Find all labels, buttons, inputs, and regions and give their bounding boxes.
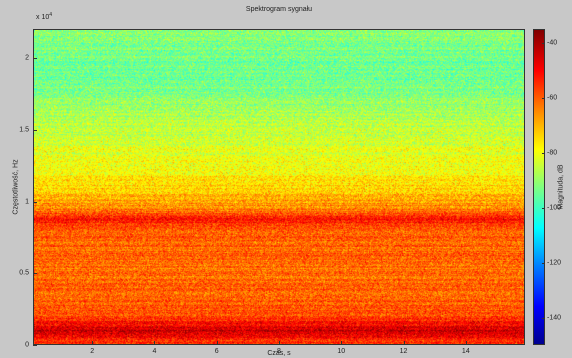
x-tick-label: 10 (337, 348, 346, 355)
colorbar-tick-label: -140 (547, 314, 562, 322)
x-tick-label: 14 (461, 348, 470, 355)
y-tick-label: 0 (25, 341, 29, 349)
chart-title: Spektrogram sygnału (245, 6, 313, 13)
y-tick-label: 1 (25, 198, 29, 206)
y-tick-label: 1.5 (19, 126, 29, 134)
colorbar-label: Magnituda, dB (557, 164, 565, 210)
y-axis-label: Częstotliwość, Hz (12, 159, 20, 215)
colorbar-tick-mark (542, 207, 545, 209)
x-axis-label: Czas, s (267, 350, 291, 357)
colorbar-tick-label: -80 (547, 149, 558, 157)
y-tick-mark (33, 130, 37, 132)
y-tick-mark (33, 273, 37, 275)
x-tick-mark (341, 341, 343, 345)
x-tick-label: 8 (277, 348, 281, 355)
y-tick-mark (33, 58, 37, 60)
x-tick-mark (279, 341, 280, 345)
x-tick-mark (216, 341, 218, 345)
colorbar-tick-mark (542, 262, 545, 264)
y-tick-label: 2 (25, 54, 29, 62)
y-tick-mark (33, 345, 37, 346)
colorbar-tick-label: -40 (547, 39, 558, 47)
spectrogram-heatmap (34, 30, 524, 344)
x-tick-label: 6 (214, 348, 219, 355)
colorbar-tick-mark (542, 317, 545, 319)
x-tick-mark (92, 341, 94, 345)
x-tick-mark (154, 341, 156, 345)
colorbar-tick-mark (542, 42, 545, 44)
y-tick-mark (33, 201, 37, 203)
x-tick-label: 2 (90, 348, 95, 355)
colorbar-tick-mark (542, 97, 545, 99)
colorbar-tick-label: -60 (547, 94, 558, 102)
colorbar-tick-label: -120 (547, 259, 562, 267)
colorbar (533, 29, 545, 345)
x-tick-label: 12 (399, 348, 408, 355)
x-tick-mark (465, 341, 467, 345)
colorbar-tick-label: -100 (547, 204, 562, 212)
plot-area (33, 29, 525, 345)
y-tick-label: 0.5 (19, 269, 29, 277)
x-tick-label: 4 (152, 348, 157, 355)
colorbar-tick-mark (542, 152, 545, 154)
x-tick-mark (403, 341, 405, 345)
y-axis-exponent: x 104 (36, 12, 53, 21)
